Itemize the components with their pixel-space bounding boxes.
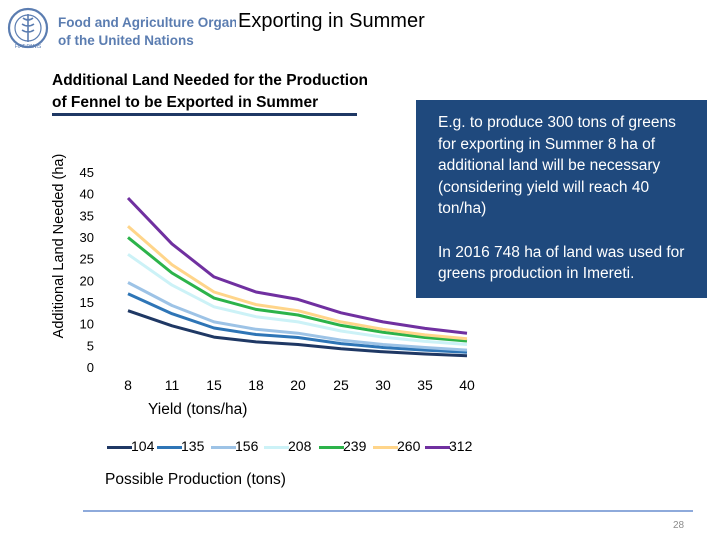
legend-swatch: [425, 446, 450, 449]
series-line-104: [127, 309, 468, 358]
legend-swatch: [319, 446, 344, 449]
x-tick-label: 8: [124, 377, 132, 393]
legend-label: 208: [288, 438, 312, 454]
legend-label: 239: [343, 438, 367, 454]
y-tick-label: 10: [80, 317, 94, 332]
chart-title-line2: of Fennel to be Exported in Summer: [52, 94, 319, 111]
x-ticks: 8 11 15 18 20 25 30 35 40: [124, 377, 475, 393]
legend-swatch: [373, 446, 398, 449]
title-underline: [52, 113, 357, 116]
legend-label: 312: [449, 438, 473, 454]
legend-swatch: [264, 446, 289, 449]
series-lines: [126, 196, 468, 358]
y-tick-label: 45: [80, 165, 94, 180]
x-tick-label: 20: [290, 377, 306, 393]
legend-label: 260: [397, 438, 421, 454]
slide-title: Exporting in Summer: [238, 10, 425, 32]
legend-title: Possible Production (tons): [105, 471, 286, 488]
y-tick-label: 15: [80, 295, 94, 310]
callout-paragraph-1: E.g. to produce 300 tons of greens for e…: [438, 114, 676, 217]
chart-title-line1: Additional Land Needed for the Productio…: [52, 72, 369, 89]
callout-paragraph-2: In 2016 748 ha of land was used for gree…: [438, 243, 685, 283]
page-number: 28: [673, 520, 685, 531]
org-name-line1: Food and Agriculture Organization: [58, 15, 236, 30]
x-axis-label: Yield (tons/ha): [148, 401, 248, 418]
legend-swatch: [107, 446, 132, 449]
legend: 104 135 156 208 239 260 312: [107, 436, 527, 460]
legend-swatch: [157, 446, 182, 449]
x-tick-label: 15: [206, 377, 222, 393]
x-tick-label: 35: [417, 377, 433, 393]
series-line-156: [127, 281, 468, 352]
x-tick-label: 11: [165, 377, 180, 393]
legend-label: 135: [181, 438, 205, 454]
y-tick-label: 20: [80, 273, 94, 288]
x-tick-label: 18: [248, 377, 264, 393]
fao-emblem-icon: FIAT PANIS Food and Agriculture Organiza…: [7, 7, 280, 50]
org-name-line2: of the United Nations: [58, 33, 194, 48]
series-line-208: [127, 253, 468, 346]
y-tick-label: 30: [80, 230, 94, 245]
series-line-312: [126, 196, 468, 335]
svg-text:FIAT PANIS: FIAT PANIS: [15, 44, 42, 50]
series-line-135: [127, 292, 468, 354]
y-tick-label: 0: [87, 360, 94, 375]
legend-label: 104: [131, 438, 155, 454]
y-tick-label: 35: [80, 208, 94, 223]
y-ticks: 0 5 10 15 20 25 30 35 40 45: [80, 165, 94, 375]
legend-label: 156: [235, 438, 259, 454]
footer-divider: [83, 510, 693, 512]
y-tick-label: 25: [80, 252, 94, 267]
x-tick-label: 40: [459, 377, 475, 393]
series-line-260: [127, 225, 468, 341]
x-tick-label: 25: [333, 377, 349, 393]
y-tick-label: 5: [87, 338, 94, 353]
legend-swatch: [211, 446, 236, 449]
fao-logo: FIAT PANIS Food and Agriculture Organiza…: [6, 6, 280, 50]
callout-box: E.g. to produce 300 tons of greens for e…: [416, 100, 707, 298]
chart-title: Additional Land Needed for the Productio…: [52, 70, 432, 114]
y-tick-label: 40: [80, 187, 94, 202]
series-line-239: [127, 236, 468, 343]
x-tick-label: 30: [375, 377, 391, 393]
